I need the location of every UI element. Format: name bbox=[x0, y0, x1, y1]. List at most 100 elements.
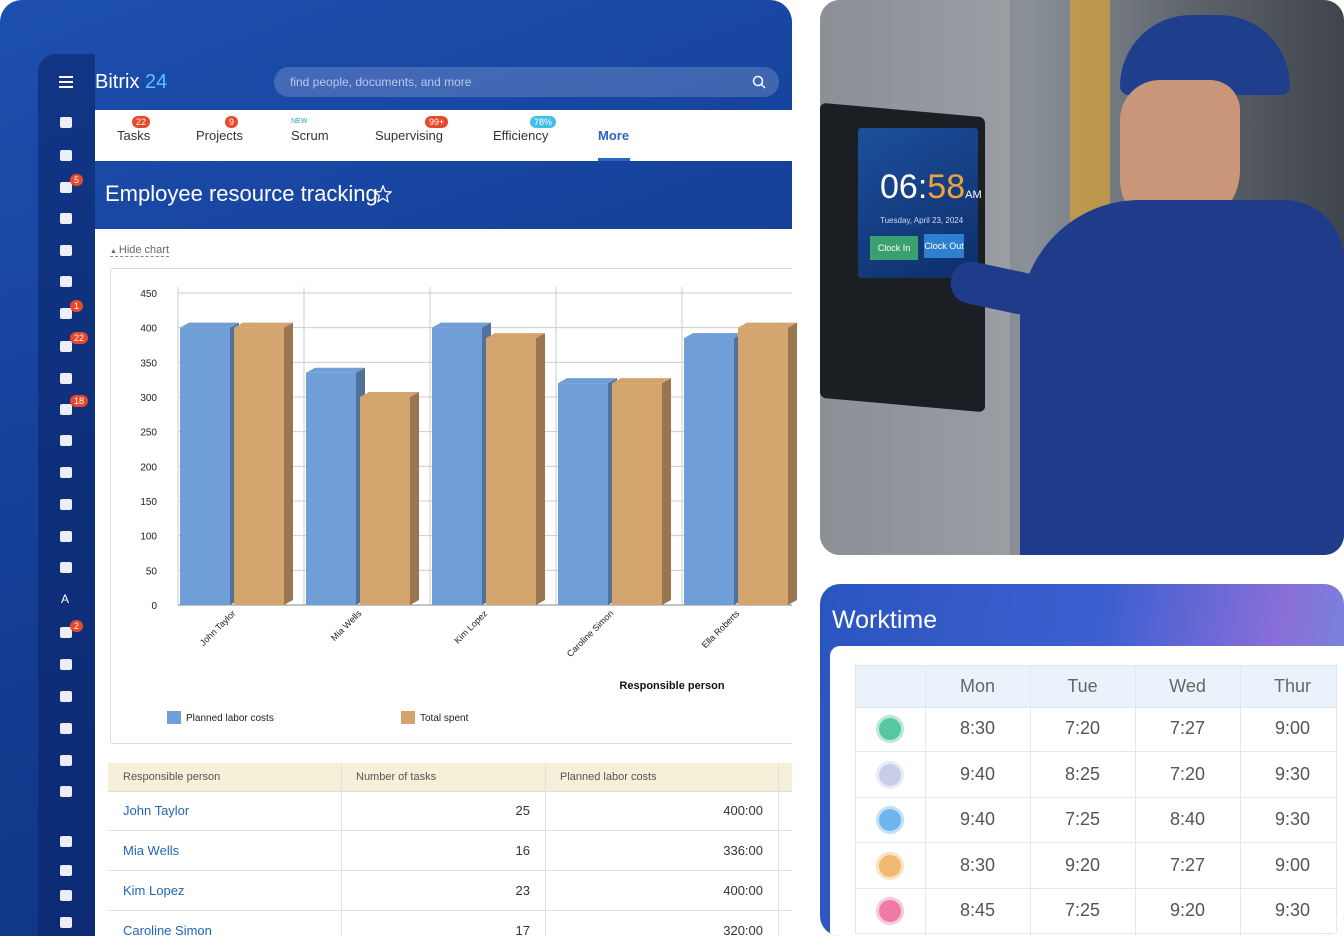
x-tick-label: Kim Lopez bbox=[452, 608, 489, 645]
sidebar-icon[interactable] bbox=[60, 404, 72, 415]
x-tick-label: Ella Roberts bbox=[700, 608, 742, 650]
bar-top bbox=[558, 378, 617, 384]
sidebar-icon[interactable] bbox=[60, 865, 72, 876]
worktime-cell: 8:25 bbox=[1064, 763, 1101, 784]
sidebar-badge: 1 bbox=[70, 300, 84, 312]
sidebar-icon[interactable] bbox=[60, 627, 72, 638]
bar-top bbox=[234, 322, 293, 328]
table-column-header: Planned labor costs bbox=[560, 771, 657, 783]
bar-top bbox=[306, 367, 365, 373]
table-cell: Mia Wells bbox=[123, 843, 180, 858]
bar-side bbox=[788, 322, 797, 605]
worktime-day: Thur bbox=[1273, 676, 1311, 696]
bar-side bbox=[284, 322, 293, 605]
bar-top bbox=[738, 322, 797, 328]
clock-in-button: Clock In bbox=[870, 236, 918, 260]
sidebar-badge: 5 bbox=[70, 174, 84, 186]
worktime-cell: 8:45 bbox=[959, 900, 996, 920]
search-placeholder: find people, documents, and more bbox=[290, 75, 472, 89]
page-title: Employee resource tracking bbox=[105, 181, 378, 206]
sidebar-badge: 18 bbox=[70, 395, 89, 407]
sidebar-icon[interactable] bbox=[60, 213, 72, 224]
sidebar-icon[interactable] bbox=[60, 341, 72, 352]
x-tick-label: John Taylor bbox=[198, 608, 238, 648]
worktime-cell: 9:40 bbox=[959, 763, 996, 784]
sidebar-icon[interactable] bbox=[60, 786, 72, 797]
sidebar-icon[interactable] bbox=[60, 308, 72, 319]
worktime-cell: 7:27 bbox=[1169, 718, 1206, 738]
clock-hours: 06 bbox=[880, 168, 918, 206]
table-divider bbox=[341, 763, 342, 936]
sidebar-icon[interactable] bbox=[60, 531, 72, 542]
tab[interactable]: Projects bbox=[196, 128, 243, 143]
tab[interactable]: Efficiency bbox=[493, 128, 549, 143]
worktime-day: Tue bbox=[1067, 676, 1098, 696]
sidebar-letter: A bbox=[61, 592, 70, 606]
worktime-cell: 9:20 bbox=[1064, 854, 1101, 875]
y-tick-label: 400 bbox=[140, 324, 157, 335]
bar-side bbox=[662, 378, 671, 605]
sidebar-icon[interactable] bbox=[60, 373, 72, 384]
sidebar-icon[interactable] bbox=[60, 467, 72, 478]
sidebar-icon[interactable] bbox=[60, 836, 72, 847]
sidebar-icon[interactable] bbox=[60, 117, 72, 128]
tab[interactable]: Scrum bbox=[291, 128, 329, 143]
sidebar-icon[interactable] bbox=[60, 150, 72, 161]
sidebar-icon[interactable] bbox=[60, 723, 72, 734]
table-cell: Kim Lopez bbox=[123, 883, 185, 898]
hide-chart-link[interactable]: ▲ Hide chart bbox=[110, 244, 170, 257]
worktime-cell: 9:00 bbox=[1274, 718, 1311, 738]
worktime-cell: 8:30 bbox=[959, 854, 996, 875]
sidebar-icon[interactable] bbox=[60, 245, 72, 256]
table-cell: 25 bbox=[515, 803, 530, 818]
sidebar-icon[interactable] bbox=[60, 182, 72, 193]
sidebar-icon[interactable] bbox=[60, 917, 72, 928]
sidebar-icon[interactable] bbox=[60, 276, 72, 287]
worktime-row bbox=[855, 798, 1337, 843]
worktime-header-row bbox=[855, 665, 1337, 708]
table-cell: 16 bbox=[515, 843, 530, 858]
avatar bbox=[876, 806, 904, 834]
worktime-title: Worktime bbox=[832, 606, 938, 634]
sidebar-icon[interactable] bbox=[60, 890, 72, 901]
bar bbox=[738, 327, 788, 605]
sidebar-icon[interactable] bbox=[60, 435, 72, 446]
worktime-cell: 7:27 bbox=[1169, 854, 1206, 875]
hide-chart-text: Hide chart bbox=[118, 244, 170, 256]
tab-badge: 78% bbox=[530, 116, 557, 128]
sidebar-icon[interactable] bbox=[60, 659, 72, 670]
star-icon[interactable] bbox=[374, 185, 392, 203]
bar-top bbox=[612, 378, 671, 384]
sidebar-icon[interactable] bbox=[60, 755, 72, 766]
table-header bbox=[108, 763, 792, 792]
tab[interactable]: Supervising bbox=[375, 128, 443, 143]
table-cell: John Taylor bbox=[123, 803, 190, 818]
bar-top bbox=[360, 392, 419, 397]
sidebar-icon[interactable] bbox=[60, 691, 72, 702]
table-cell: 400:00 bbox=[723, 883, 763, 898]
avatar bbox=[876, 715, 904, 743]
search-box[interactable]: find people, documents, and more bbox=[274, 67, 779, 97]
worktime-divider bbox=[1240, 665, 1241, 936]
table-row bbox=[108, 791, 792, 831]
terminal-date: Tuesday, April 23, 2024 bbox=[880, 216, 964, 225]
tab[interactable]: More bbox=[598, 128, 630, 143]
worktime-divider bbox=[1030, 665, 1031, 936]
y-tick-label: 0 bbox=[151, 601, 157, 612]
sidebar-icon[interactable] bbox=[60, 562, 72, 573]
menu-icon[interactable] bbox=[59, 76, 73, 78]
table-divider bbox=[545, 763, 546, 936]
clock-minutes: 58 bbox=[927, 168, 966, 206]
clock-ampm: AM bbox=[965, 189, 982, 201]
tab[interactable]: Tasks bbox=[117, 128, 151, 143]
bar-top bbox=[486, 333, 545, 339]
bar bbox=[558, 383, 608, 605]
bar-top bbox=[432, 322, 491, 328]
tab-badge: 99+ bbox=[425, 116, 449, 128]
sidebar-icon[interactable] bbox=[60, 499, 72, 510]
tab-underline bbox=[598, 158, 630, 161]
worktime-cell: 7:25 bbox=[1064, 809, 1101, 829]
bar bbox=[684, 338, 734, 605]
